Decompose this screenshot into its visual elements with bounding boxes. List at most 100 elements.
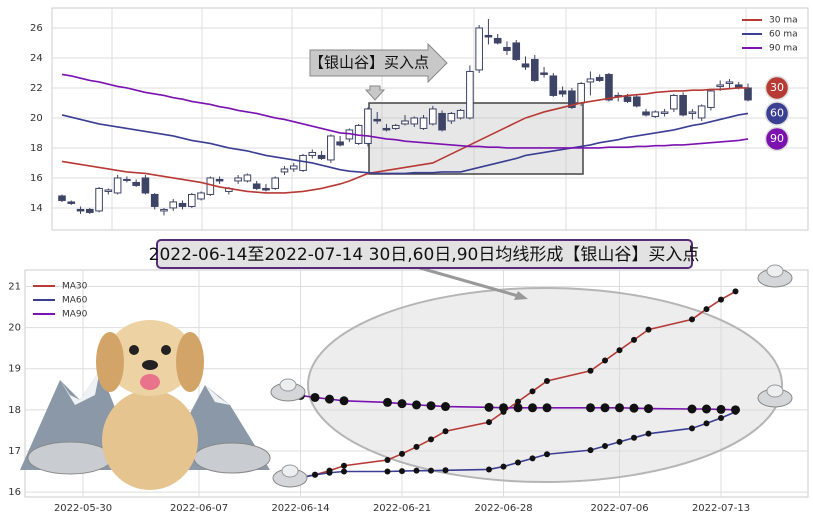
badge xyxy=(764,75,790,101)
candle-body xyxy=(475,27,483,71)
x-tick-label: 2022-06-28 xyxy=(474,503,532,514)
candle-body xyxy=(716,84,724,87)
badge-label: 60 xyxy=(770,106,784,119)
dog-eye xyxy=(129,345,139,355)
candle-body xyxy=(336,141,344,146)
point xyxy=(486,419,492,426)
mountain-snow xyxy=(205,385,230,405)
legend-label: 90 ma xyxy=(769,44,798,54)
candle-body xyxy=(243,174,252,182)
badge-label: 90 xyxy=(770,132,784,145)
candle-body xyxy=(141,177,150,194)
ingot xyxy=(193,442,271,474)
candle-body xyxy=(540,72,548,75)
candle-body xyxy=(595,76,604,81)
candle-body xyxy=(150,193,159,207)
point xyxy=(544,378,550,385)
ma-line xyxy=(61,73,749,149)
candle-body xyxy=(197,192,205,200)
candle-body xyxy=(169,201,178,209)
candle-body xyxy=(67,201,76,204)
point xyxy=(703,420,710,427)
candle-body xyxy=(308,151,317,156)
candle-body xyxy=(466,70,474,119)
point xyxy=(513,403,523,413)
pointer-arrowhead xyxy=(514,291,528,300)
candle-body xyxy=(58,195,66,201)
point xyxy=(689,425,695,432)
candle-body xyxy=(95,187,103,212)
candle-body xyxy=(327,135,335,161)
point xyxy=(383,397,392,407)
candle-body xyxy=(429,108,437,125)
y-tick-label: 16 xyxy=(8,487,21,498)
candle-body xyxy=(577,82,585,104)
point xyxy=(645,430,652,437)
annotation-arrow xyxy=(309,42,448,84)
point xyxy=(486,466,492,473)
candle-body xyxy=(104,189,113,192)
point xyxy=(399,468,405,475)
annotation-down-arrow xyxy=(364,85,386,101)
dog-nose xyxy=(142,360,158,370)
candle-body xyxy=(530,58,539,81)
ingot xyxy=(27,441,113,475)
dog-ear xyxy=(176,332,204,392)
legend-label: MA90 xyxy=(62,310,88,320)
candle-body xyxy=(187,193,196,207)
point xyxy=(689,316,695,323)
point xyxy=(616,438,623,445)
point xyxy=(629,403,639,413)
point xyxy=(645,326,652,333)
point xyxy=(616,347,623,354)
candle-body xyxy=(364,108,372,144)
banner-box xyxy=(156,239,693,269)
badge xyxy=(764,126,790,152)
decoration xyxy=(20,42,783,490)
x-tick-label: 2022-06-21 xyxy=(373,503,431,514)
annotation: 【银山谷】买入点 xyxy=(309,54,429,72)
x-tick-label: 2022-07-13 xyxy=(692,503,750,514)
candle-body xyxy=(271,177,280,189)
badge xyxy=(764,101,790,126)
candle-body xyxy=(651,111,660,117)
point xyxy=(413,443,420,450)
point xyxy=(341,468,347,475)
ma-line xyxy=(61,112,749,175)
point xyxy=(702,404,711,414)
point xyxy=(600,403,610,413)
point xyxy=(529,455,536,462)
candle-body xyxy=(252,183,261,189)
candle-body xyxy=(623,96,632,102)
point xyxy=(515,398,521,405)
point xyxy=(716,404,726,414)
point xyxy=(615,403,624,413)
candle-body xyxy=(262,187,270,191)
candle-body xyxy=(688,111,697,114)
point xyxy=(732,288,739,295)
candle-body xyxy=(670,94,678,110)
dog-tongue xyxy=(140,374,160,390)
y-tick-label: 17 xyxy=(8,446,21,457)
candle-body xyxy=(206,177,215,195)
point xyxy=(631,434,637,441)
point xyxy=(339,396,349,406)
candle-body xyxy=(280,168,289,173)
candle-body xyxy=(707,90,715,108)
candle-body xyxy=(484,34,493,38)
point xyxy=(528,403,537,413)
legend-label: MA30 xyxy=(62,282,88,292)
candle-body xyxy=(447,112,456,122)
point xyxy=(718,415,724,422)
y-tick-label: 20 xyxy=(30,113,43,124)
point xyxy=(412,400,421,410)
ma-line xyxy=(61,87,748,194)
candle-body xyxy=(632,96,641,107)
x-tick-label: 2022-06-14 xyxy=(271,503,329,514)
candle-body xyxy=(123,178,131,181)
candle-body xyxy=(521,63,530,68)
ingot-top xyxy=(279,378,297,392)
candle-body xyxy=(512,42,521,60)
candle-body xyxy=(132,181,140,186)
y-tick-label: 24 xyxy=(30,53,43,64)
